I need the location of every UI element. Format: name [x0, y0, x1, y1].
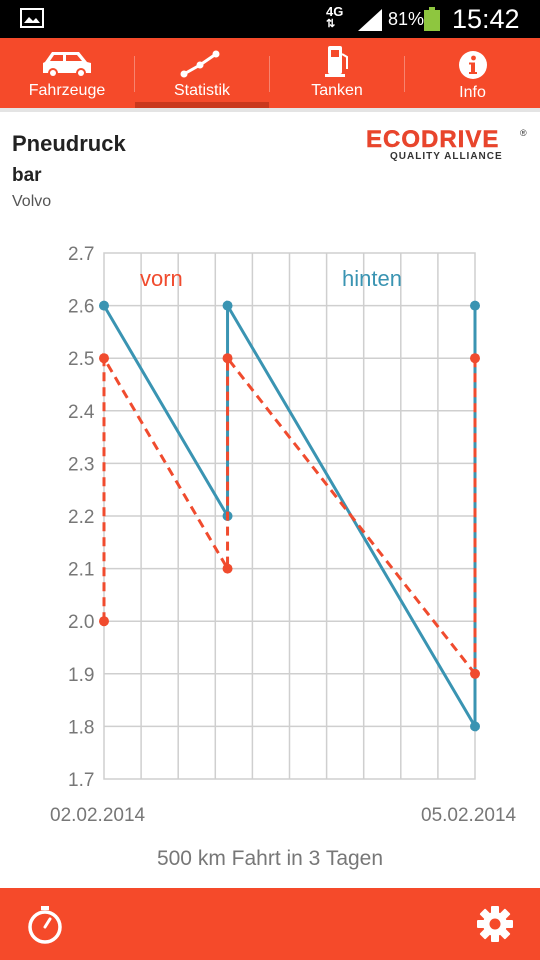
tab-bar: Fahrzeuge Statistik Tanken Info: [0, 38, 540, 108]
active-tab-indicator: [135, 102, 269, 108]
y-axis-ticks: 2.7 2.6 2.5 2.4 2.3 2.2 2.1 2.0 1.9 1.8 1.7: [68, 244, 95, 791]
tab-statistik-label: Statistik: [173, 82, 230, 99]
logo-registered: ®: [520, 128, 527, 138]
fuel-pump-icon: [325, 46, 348, 77]
data-point-vorn: [470, 353, 480, 364]
y-tick-label: 1.9: [68, 665, 94, 686]
tab-info[interactable]: Info: [405, 38, 540, 108]
network-type: 4G: [326, 4, 344, 19]
gallery-icon: [20, 8, 44, 28]
page-title: Pneudruck: [12, 131, 126, 156]
y-tick-label: 2.7: [68, 244, 94, 265]
data-point-vorn: [99, 616, 109, 627]
clock: 15:42: [452, 4, 520, 34]
stopwatch-icon[interactable]: [26, 905, 64, 945]
data-point-hinten: [470, 300, 480, 311]
chart-grid: [103, 252, 476, 780]
y-tick-label: 2.0: [68, 612, 94, 633]
x-axis-end-date: 05.02.2014: [421, 805, 517, 826]
car-icon: [43, 52, 91, 78]
bottom-action-bar: [0, 888, 540, 960]
tab-divider: [134, 56, 135, 92]
y-tick-label: 2.6: [68, 297, 94, 318]
logo-tagline: QUALITY ALLIANCE: [390, 151, 503, 162]
chart-line-icon: [180, 50, 220, 78]
tab-fahrzeuge-label: Fahrzeuge: [28, 82, 106, 99]
tab-fahrzeuge[interactable]: Fahrzeuge: [0, 38, 134, 108]
tab-divider: [404, 56, 405, 92]
y-tick-label: 2.4: [68, 402, 95, 423]
data-arrows-icon: ⇅: [326, 18, 335, 30]
data-point-vorn: [470, 668, 480, 679]
y-tick-label: 2.2: [68, 507, 94, 528]
series-line-vorn: [102, 352, 477, 679]
y-tick-label: 2.1: [68, 560, 94, 581]
tab-tanken[interactable]: Tanken: [270, 38, 404, 108]
logo-brand: ECODRIVE: [366, 126, 499, 153]
unit-label: bar: [12, 165, 42, 186]
settings-gear-icon[interactable]: [476, 905, 514, 943]
battery-icon: [424, 7, 440, 31]
signal-icon: [358, 9, 382, 31]
y-tick-label: 1.7: [68, 770, 94, 791]
trip-summary: 500 km Fahrt in 3 Tagen: [156, 847, 384, 870]
info-icon: [458, 51, 487, 79]
y-tick-label: 1.8: [68, 717, 94, 738]
data-point-vorn: [222, 353, 233, 364]
legend-hinten: hinten: [342, 266, 402, 291]
data-point-hinten: [99, 300, 109, 311]
x-axis-start-date: 02.02.2014: [50, 805, 146, 826]
data-point-hinten: [470, 721, 480, 732]
network-indicator: 4G ⇅: [326, 5, 343, 31]
chart-series: [99, 300, 480, 732]
tab-tanken-label: Tanken: [311, 82, 363, 99]
vehicle-name: Volvo: [12, 193, 52, 210]
battery-percent: 81%: [388, 9, 425, 29]
ecodrive-logo: ECODRIVE ® QUALITY ALLIANCE: [366, 126, 527, 162]
data-point-hinten: [222, 300, 233, 311]
status-bar: 4G ⇅ 81% 15:42: [0, 0, 540, 38]
tab-divider: [269, 56, 270, 92]
y-tick-label: 2.5: [68, 349, 94, 370]
tab-bar-shadow: [0, 108, 540, 112]
data-point-vorn: [99, 353, 109, 364]
legend-vorn: vorn: [140, 266, 183, 291]
tab-statistik[interactable]: Statistik: [135, 38, 269, 108]
pressure-chart: 2.7 2.6 2.5 2.4 2.3 2.2 2.1 2.0 1.9 1.8 1.7 vorn h…: [68, 244, 480, 791]
tab-info-label: Info: [459, 84, 486, 101]
data-point-vorn: [222, 563, 233, 574]
y-tick-label: 2.3: [68, 454, 94, 475]
